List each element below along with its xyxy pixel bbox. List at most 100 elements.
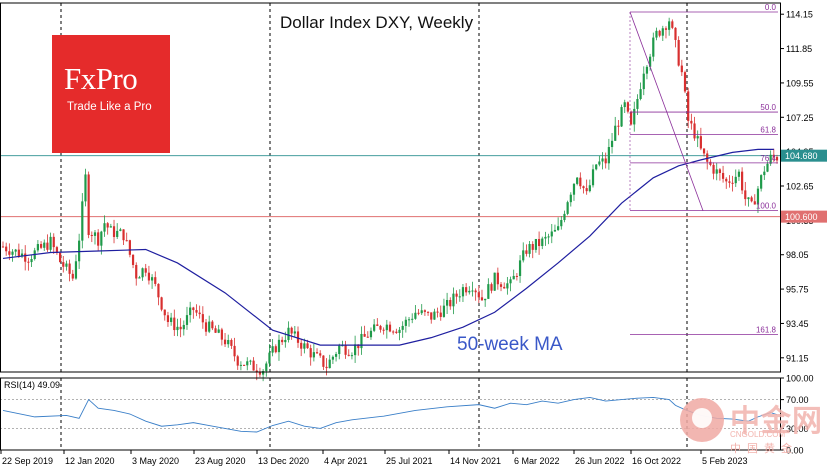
x-tick-label-0: 22 Sep 2019 — [2, 456, 53, 466]
candle-body — [461, 287, 465, 297]
candle-body — [699, 136, 702, 149]
candle-body — [58, 252, 62, 263]
candle-body — [407, 319, 411, 321]
candle-body — [525, 250, 528, 254]
candle-body — [112, 226, 116, 237]
candle-body — [636, 98, 639, 109]
candle-body — [157, 283, 160, 298]
rsi-tick-label-2: 30.00 — [786, 424, 809, 434]
candle-body — [242, 364, 246, 366]
candle-body — [46, 242, 49, 250]
candle-body — [220, 329, 223, 340]
candle-body — [62, 262, 65, 267]
candle-body — [515, 275, 518, 277]
candle-body — [629, 111, 633, 125]
candle-body — [147, 272, 151, 281]
candle-body — [277, 339, 281, 353]
y-tick-label-10: 91.15 — [786, 353, 809, 363]
candle-body — [518, 260, 522, 276]
candle-body — [512, 275, 515, 280]
rsi-tick-label-0: 100.00 — [786, 374, 814, 384]
candle-body — [712, 164, 715, 174]
candle-body — [642, 73, 645, 90]
fib-trend-line — [629, 11, 704, 211]
candle-body — [509, 279, 512, 284]
candle-body — [411, 318, 414, 320]
candle-body — [230, 340, 233, 346]
support-price-label: 100.600 — [785, 212, 818, 222]
candle-body — [369, 330, 373, 338]
rsi-title: RSI(14) 49.09 — [4, 380, 60, 390]
candle-body — [350, 355, 354, 357]
candle-body — [522, 250, 525, 261]
y-tick-label-7: 98.05 — [786, 250, 809, 260]
candle-body — [170, 317, 173, 323]
candle-body — [354, 344, 357, 356]
candle-body — [541, 238, 544, 247]
candle-body — [173, 317, 176, 331]
candle-body — [141, 268, 144, 278]
candle-body — [382, 329, 385, 331]
candle-body — [674, 27, 677, 40]
last-price-label: 104.680 — [785, 151, 818, 161]
candle-body — [366, 336, 369, 338]
candle-body — [1, 246, 5, 248]
candle-body — [65, 263, 68, 267]
candle-body — [617, 125, 620, 127]
candle-body — [271, 346, 274, 353]
candle-body — [322, 355, 325, 367]
candle-body — [414, 312, 417, 319]
candle-body — [106, 223, 109, 228]
y-tick-label-1: 111.85 — [786, 44, 812, 54]
candle-body — [426, 311, 430, 313]
candle-body — [404, 319, 407, 326]
x-tick-label-3: 23 Aug 2020 — [195, 456, 246, 466]
candle-body — [423, 310, 426, 312]
reference-lines — [0, 155, 780, 218]
candle-body — [281, 339, 284, 343]
candle-body — [103, 223, 106, 232]
candle-body — [756, 188, 760, 205]
candle-body — [487, 284, 490, 299]
fib-level-label-3: 76.4 — [760, 154, 776, 163]
candle-body — [262, 371, 265, 375]
candle-body — [449, 300, 452, 307]
candle-body — [319, 353, 322, 356]
candle-body — [547, 236, 550, 238]
candle-body — [315, 352, 319, 354]
candle-body — [401, 325, 404, 330]
candle-body — [702, 148, 706, 154]
candle-body — [179, 326, 182, 330]
candle-body — [116, 230, 119, 237]
candle-body — [503, 286, 506, 289]
candle-body — [306, 343, 309, 349]
candle-body — [189, 307, 192, 316]
candle-body — [706, 153, 709, 162]
candle-body — [731, 182, 734, 184]
candle-body — [417, 312, 420, 314]
candle-body — [357, 344, 360, 349]
candle-body — [468, 290, 471, 293]
candle-body — [360, 333, 363, 349]
candle-body — [750, 197, 753, 202]
candle-body — [576, 177, 579, 184]
candle-body — [90, 234, 93, 236]
candle-body — [296, 331, 300, 343]
candle-body — [338, 345, 341, 355]
candle-body — [192, 307, 195, 311]
candle-body — [131, 254, 135, 265]
price-panel-frame — [0, 2, 781, 373]
candle-body — [344, 345, 347, 355]
y-tick-label-3: 107.25 — [786, 113, 814, 123]
x-tick-label-8: 6 Mar 2022 — [514, 456, 560, 466]
candle-body — [649, 56, 652, 67]
candle-body — [150, 277, 154, 281]
fib-layer: 0.0 50.0 61.8 76.4 100.0 161.8 — [629, 3, 778, 336]
candle-body — [185, 315, 189, 325]
candle-body — [490, 284, 493, 291]
candle-body — [163, 309, 166, 316]
candle-body — [566, 202, 569, 214]
candle-body — [445, 300, 449, 306]
candle-body — [30, 259, 33, 263]
candle-body — [652, 37, 655, 57]
